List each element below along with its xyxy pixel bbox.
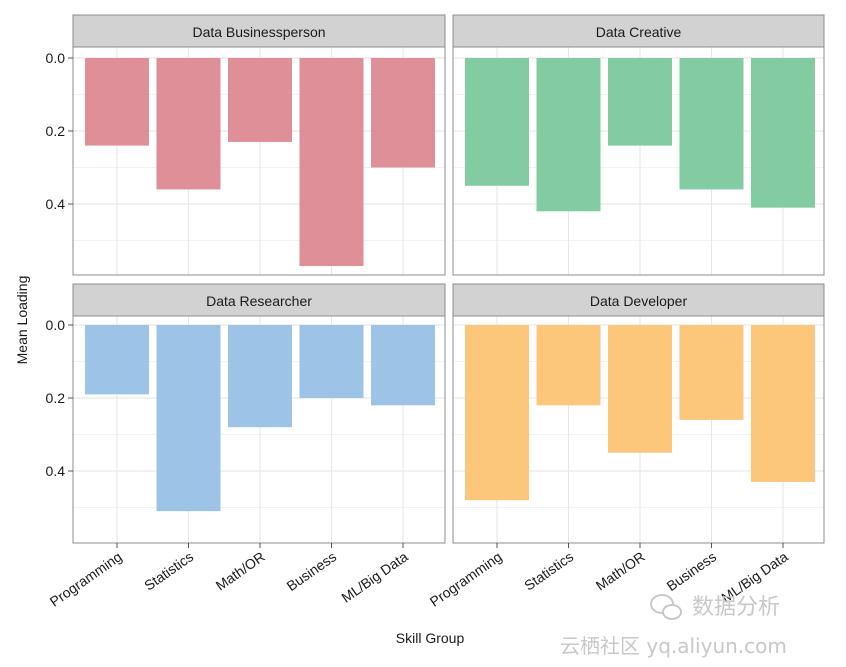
bar-business — [299, 325, 364, 398]
bar-ml-big-data — [371, 58, 435, 168]
wechat-icon — [650, 594, 682, 620]
y-tick-label: 0.4 — [46, 196, 66, 212]
bar-programming — [85, 58, 149, 146]
bar-programming — [85, 325, 149, 395]
panel-data-developer: Data Developer — [452, 283, 825, 544]
bar-ml-big-data — [751, 58, 815, 208]
bar-statistics — [156, 58, 221, 190]
bar-math-or — [608, 58, 672, 146]
panel-data-businessperson: Data Businessperson — [72, 14, 446, 276]
panel-strip — [452, 14, 825, 48]
bar-statistics — [156, 325, 221, 512]
panel-strip — [72, 283, 446, 317]
x-axis-title: Skill Group — [396, 630, 465, 646]
y-axis-title: Mean Loading — [14, 276, 30, 365]
watermark: 数据分析 云栖社区 yq.aliyun.com — [560, 594, 787, 658]
panel-strip — [452, 283, 825, 317]
panel-title: Data Developer — [590, 293, 688, 309]
panel-data-researcher: Data Researcher — [72, 283, 446, 544]
x-tick-label: Programming — [47, 548, 125, 609]
bar-math-or — [228, 325, 292, 428]
y-tick-label: 0.4 — [46, 463, 66, 479]
panel-title: Data Researcher — [206, 293, 312, 309]
bar-math-or — [228, 58, 292, 142]
y-tick-label: 0.0 — [46, 50, 66, 66]
bar-statistics — [536, 325, 601, 406]
bar-math-or — [608, 325, 672, 453]
y-tick-label: 0.0 — [46, 317, 66, 333]
bar-programming — [465, 325, 529, 501]
watermark-line2: 云栖社区 yq.aliyun.com — [560, 634, 787, 658]
x-tick-label: Business — [284, 548, 340, 594]
x-tick-label: ML/Big Data — [338, 548, 410, 605]
bar-programming — [465, 58, 529, 186]
panel-border — [452, 46, 825, 276]
x-tick-label: Statistics — [521, 548, 576, 593]
bar-business — [299, 58, 364, 267]
watermark-line1: 数据分析 — [692, 595, 780, 620]
panel-data-creative: Data Creative — [452, 14, 825, 276]
bar-statistics — [536, 58, 601, 212]
panel-title: Data Businessperson — [192, 24, 325, 40]
x-tick-label: Statistics — [141, 548, 196, 593]
y-axis-left: 0.0 0.2 0.4 0.0 0.2 0.4 — [46, 50, 73, 479]
y-tick-label: 0.2 — [46, 123, 66, 139]
panel-strip — [72, 14, 446, 48]
x-tick-label: Math/OR — [593, 548, 648, 593]
x-tick-label: Math/OR — [213, 548, 268, 593]
panel-title: Data Creative — [596, 24, 682, 40]
panel-border — [72, 315, 446, 544]
bar-business — [679, 325, 744, 420]
chart-panels: Data Businessperson Data Creative Data Res… — [72, 14, 825, 544]
bar-ml-big-data — [751, 325, 815, 482]
x-tick-label: Business — [664, 548, 720, 594]
x-tick-label: Programming — [427, 548, 505, 609]
panel-border — [72, 46, 446, 276]
x-axis-bottom: Programming Statistics Math/OR Business ML/B… — [47, 543, 791, 610]
bar-ml-big-data — [371, 325, 435, 406]
bar-business — [679, 58, 744, 190]
y-tick-label: 0.2 — [46, 390, 66, 406]
panel-border — [452, 315, 825, 544]
